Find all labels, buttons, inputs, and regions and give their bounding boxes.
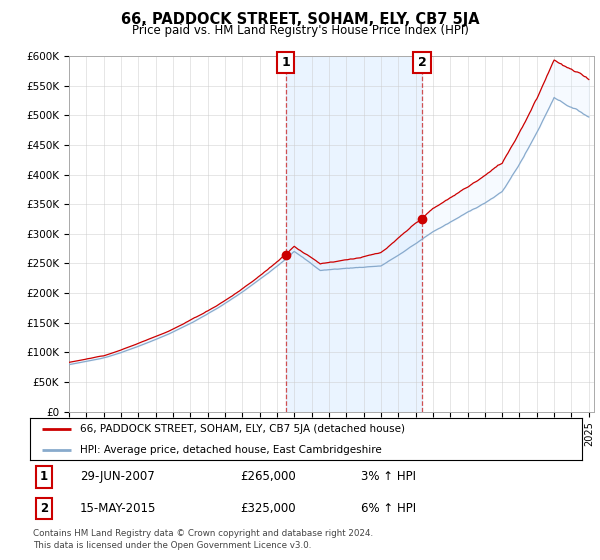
Text: 66, PADDOCK STREET, SOHAM, ELY, CB7 5JA (detached house): 66, PADDOCK STREET, SOHAM, ELY, CB7 5JA … xyxy=(80,424,404,434)
Text: Price paid vs. HM Land Registry's House Price Index (HPI): Price paid vs. HM Land Registry's House … xyxy=(131,24,469,36)
Text: 29-JUN-2007: 29-JUN-2007 xyxy=(80,470,154,483)
Text: 2: 2 xyxy=(418,56,427,69)
Text: 3% ↑ HPI: 3% ↑ HPI xyxy=(361,470,416,483)
Bar xyxy=(286,56,422,412)
Text: 15-MAY-2015: 15-MAY-2015 xyxy=(80,502,156,515)
Text: 66, PADDOCK STREET, SOHAM, ELY, CB7 5JA: 66, PADDOCK STREET, SOHAM, ELY, CB7 5JA xyxy=(121,12,479,27)
Text: £265,000: £265,000 xyxy=(240,470,296,483)
Text: £325,000: £325,000 xyxy=(240,502,295,515)
Text: 6% ↑ HPI: 6% ↑ HPI xyxy=(361,502,416,515)
Text: 1: 1 xyxy=(281,56,290,69)
Text: 1: 1 xyxy=(40,470,48,483)
Text: 2: 2 xyxy=(40,502,48,515)
Text: Contains HM Land Registry data © Crown copyright and database right 2024.
This d: Contains HM Land Registry data © Crown c… xyxy=(33,529,373,550)
Text: HPI: Average price, detached house, East Cambridgeshire: HPI: Average price, detached house, East… xyxy=(80,445,382,455)
